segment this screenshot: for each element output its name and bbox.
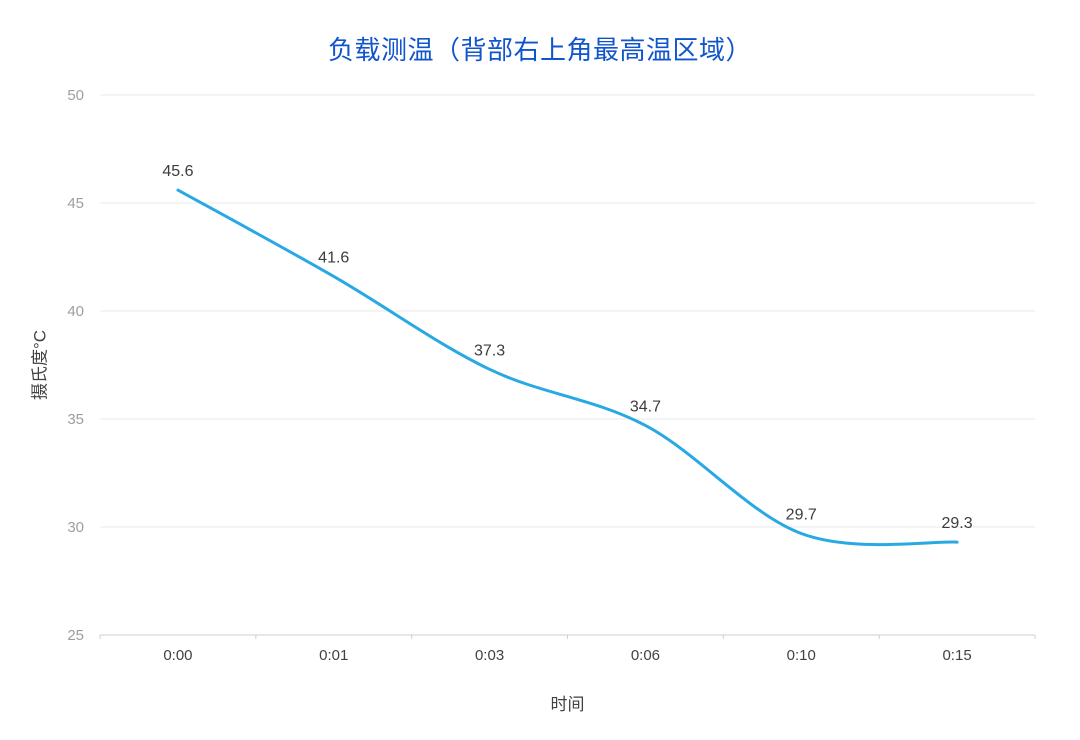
y-tick-label: 25 bbox=[67, 627, 84, 644]
x-axis-title: 时间 bbox=[550, 695, 585, 714]
x-tick-label: 0:06 bbox=[631, 647, 660, 664]
line-series bbox=[176, 188, 959, 547]
y-tick-label: 30 bbox=[67, 519, 84, 536]
x-tick-label: 0:01 bbox=[319, 647, 348, 664]
x-tick-label: 0:15 bbox=[942, 647, 971, 664]
chart-title: 负载测温（背部右上角最高温区域） bbox=[327, 35, 752, 65]
x-tick-label: 0:10 bbox=[787, 647, 816, 664]
y-tick-label: 50 bbox=[67, 87, 84, 104]
y-tick-label: 40 bbox=[67, 303, 84, 320]
data-label: 34.7 bbox=[630, 398, 661, 415]
y-tick-label: 35 bbox=[67, 411, 84, 428]
data-label: 29.3 bbox=[942, 515, 973, 532]
data-label: 37.3 bbox=[474, 342, 505, 359]
data-label: 29.7 bbox=[786, 506, 817, 523]
data-label: 45.6 bbox=[162, 163, 193, 180]
x-tick-label: 0:03 bbox=[475, 647, 504, 664]
x-tick-label: 0:00 bbox=[163, 647, 192, 664]
y-tick-label: 45 bbox=[67, 195, 84, 212]
data-label: 41.6 bbox=[318, 249, 349, 266]
